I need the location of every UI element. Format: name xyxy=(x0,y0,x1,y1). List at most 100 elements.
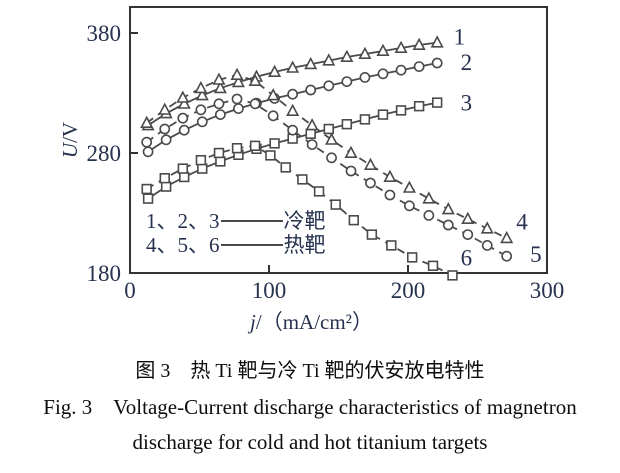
curve-5-hot-target-marker xyxy=(267,110,279,122)
curve-2-cold-target-marker xyxy=(395,64,407,76)
curve-5-hot-target-marker xyxy=(177,112,189,124)
voltage-current-chart: 180 280 380 0 100 200 300 U/V j/（mA/cm²） 12 3 45 6 xyxy=(58,6,565,334)
curve-2-cold-target-number-label: 2 xyxy=(461,50,473,75)
curve-2-cold-target-marker xyxy=(305,84,317,96)
y-tick-label: 280 xyxy=(87,141,122,166)
curve-4-hot-target-marker xyxy=(158,102,172,115)
curve-6-hot-target-marker xyxy=(386,240,397,251)
y-tick-label: 380 xyxy=(87,21,122,46)
curve-6-hot-target-marker xyxy=(366,229,378,240)
curve-2-cold-target-marker xyxy=(359,72,371,83)
curve-2-cold-target-marker xyxy=(287,88,299,100)
curve-1-cold-target-marker xyxy=(358,46,372,60)
curve-3-cold-target-marker xyxy=(197,163,208,174)
curve-5-hot-target-marker xyxy=(384,189,396,201)
curve-6-hot-target-marker xyxy=(447,270,458,281)
curve-1-cold-target-marker xyxy=(394,40,408,54)
curve-4-hot-target-marker xyxy=(325,132,339,145)
curve-5-hot-target-line xyxy=(146,98,508,257)
curve-2-cold-target-marker xyxy=(233,103,244,114)
curve-3-cold-target-marker xyxy=(305,128,316,139)
curve-4-hot-target-marker xyxy=(402,180,416,193)
curve-5-hot-target-marker xyxy=(326,152,337,164)
curve-2-cold-target-marker xyxy=(178,124,190,136)
curve-1-cold-target-marker xyxy=(177,96,191,109)
curve-3-cold-target-marker xyxy=(377,109,389,120)
curve-4-hot-target-marker xyxy=(344,145,358,158)
curve-2-cold-target-marker xyxy=(214,109,226,120)
legend-hot-numbers: 4、5、6 xyxy=(146,233,220,257)
curve-6-hot-target-marker xyxy=(195,155,207,166)
legend-hot-label: 热靶 xyxy=(283,233,326,257)
curve-4-hot-target-marker xyxy=(363,157,378,170)
curve-5-hot-target-marker xyxy=(249,98,261,110)
curve-5-hot-target-marker xyxy=(141,136,153,148)
curve-5-hot-target-marker xyxy=(287,124,299,136)
curve-1-cold-target-marker xyxy=(195,88,209,101)
curve-4-hot-target-marker xyxy=(461,211,475,224)
curve-6-hot-target-marker xyxy=(159,173,170,184)
curve-1-cold-target-marker xyxy=(430,35,444,48)
curve-3-cold-target-marker xyxy=(431,97,443,108)
curve-4-hot-target-marker xyxy=(266,88,280,101)
curve-3-cold-target-marker xyxy=(395,105,407,116)
curve-1-cold-target-marker xyxy=(213,80,227,94)
curve-5-hot-target-marker xyxy=(462,229,474,240)
curve-2-cold-target-marker xyxy=(377,68,389,80)
curve-5-hot-target-marker xyxy=(442,219,454,231)
x-tick-label: 300 xyxy=(530,278,565,303)
curve-6-hot-target-marker xyxy=(297,174,308,185)
curve-3-cold-target-marker xyxy=(413,101,425,112)
x-tick-label: 0 xyxy=(124,278,136,303)
curve-1-cold-target-marker xyxy=(286,60,300,73)
y-axis-title: U/V xyxy=(58,122,82,158)
curve-4-hot-target-marker xyxy=(422,191,436,204)
curve-4-hot-target-line xyxy=(146,74,508,240)
curve-4-hot-target-marker xyxy=(176,90,190,103)
curve-5-hot-target-marker xyxy=(501,250,513,262)
curve-2-cold-target-marker xyxy=(413,61,425,72)
curve-1-cold-target-marker xyxy=(412,37,426,51)
curve-3-cold-target-marker xyxy=(359,114,371,125)
curve-2-cold-target-marker xyxy=(160,134,172,146)
legend-connector-line xyxy=(220,220,283,222)
chart-legend: 1、2、3 冷靶 4、5、6 热靶 xyxy=(146,209,326,257)
curve-4-hot-target-marker xyxy=(230,67,244,80)
legend-row-hot-target: 4、5、6 热靶 xyxy=(146,233,326,257)
x-axis-title: j/（mA/cm²） xyxy=(247,310,373,334)
curve-2-cold-target-marker xyxy=(341,76,353,87)
curve-6-hot-target-marker xyxy=(348,215,359,226)
curve-5-hot-target-number-label: 5 xyxy=(530,242,542,267)
curve-3-cold-target-marker xyxy=(341,119,353,130)
x-tick-label: 200 xyxy=(391,278,426,303)
curve-6-hot-target-marker xyxy=(330,199,341,210)
legend-cold-label: 冷靶 xyxy=(283,209,326,233)
curve-1-cold-target-marker xyxy=(304,56,318,70)
curve-6-hot-target-marker xyxy=(280,162,291,173)
caption-chinese: 图 3 热 Ti 靶与冷 Ti 靶的伏安放电特性 xyxy=(135,360,485,382)
curve-6-hot-target-number-label: 6 xyxy=(461,245,473,270)
curve-5-hot-target-marker xyxy=(195,104,207,116)
legend-cold-numbers: 1、2、3 xyxy=(146,209,220,233)
curve-5-hot-target-marker xyxy=(231,93,243,105)
curve-6-hot-target-marker xyxy=(213,147,225,159)
chart-area: 180 280 380 0 100 200 300 U/V j/（mA/cm²） 1 2 3 4 5 6 1… xyxy=(58,6,565,334)
curve-3-cold-target-number-label: 3 xyxy=(461,91,473,116)
curve-6-hot-target-marker xyxy=(427,260,439,271)
curve-6-hot-target-marker xyxy=(265,150,276,161)
curve-5-hot-target-marker xyxy=(159,123,171,135)
curve-1-cold-target-marker xyxy=(340,49,354,63)
curve-4-hot-target-marker xyxy=(194,80,208,94)
curve-1-cold-target-marker xyxy=(376,43,390,57)
curve-5-hot-target-marker xyxy=(403,200,415,212)
curve-6-hot-target-marker xyxy=(313,186,325,197)
curve-5-hot-target-marker xyxy=(423,209,435,221)
figure-captions: 图 3 热 Ti 靶与冷 Ti 靶的伏安放电特性 Fig. 3 Voltage-… xyxy=(0,357,620,455)
curve-6-hot-target-marker xyxy=(406,252,418,263)
curve-1-cold-target-marker xyxy=(322,53,336,66)
curve-3-cold-target-marker xyxy=(142,193,154,204)
curve-6-hot-target-marker xyxy=(141,183,152,195)
caption-english-line2: discharge for cold and hot titanium targ… xyxy=(132,430,488,454)
curve-4-hot-target-number-label: 4 xyxy=(516,209,528,234)
